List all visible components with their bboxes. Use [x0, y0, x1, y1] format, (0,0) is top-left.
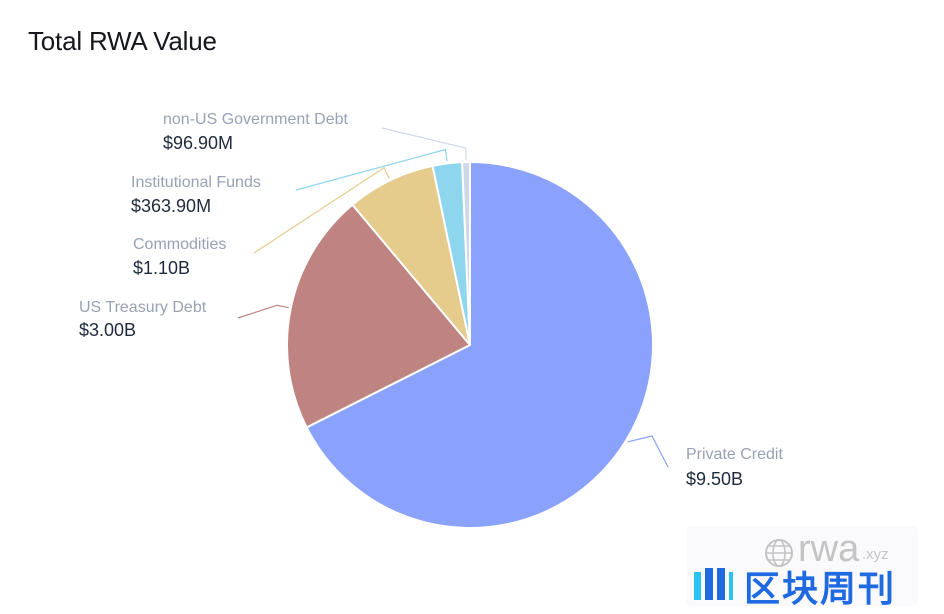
- label-name: Private Credit: [686, 446, 783, 463]
- label-name: non-US Government Debt: [163, 111, 349, 128]
- logo-icon: [694, 568, 733, 600]
- leader-line: [627, 435, 669, 468]
- globe-icon: [765, 539, 793, 567]
- chart-title: Total RWA Value: [28, 26, 217, 56]
- label-name: Commodities: [133, 236, 226, 253]
- label-value: $96.90M: [163, 133, 233, 153]
- watermark: rwa .xyz 区块周刊: [686, 526, 918, 610]
- label-value: $1.10B: [133, 258, 190, 278]
- slice-labels: Private Credit $9.50B US Treasury Debt $…: [79, 111, 783, 489]
- leader-line: [253, 166, 390, 254]
- pie-slices: [286, 161, 654, 529]
- label-value: $3.00B: [79, 320, 136, 340]
- leader-lines: [237, 127, 669, 468]
- label-value: $9.50B: [686, 469, 743, 489]
- label-name: Institutional Funds: [131, 174, 261, 191]
- watermark-brand: rwa: [798, 528, 860, 570]
- label-value: $363.90M: [131, 196, 211, 216]
- pie-slice-private-credit[interactable]: [305, 161, 654, 529]
- leader-line: [295, 148, 448, 191]
- pie-slice-non-us-government-debt[interactable]: [461, 161, 471, 346]
- watermark-chinese: 区块周刊: [744, 569, 897, 610]
- leader-line: [381, 127, 467, 161]
- label-name: US Treasury Debt: [79, 299, 207, 316]
- pie-slice-us-treasury-debt[interactable]: [286, 203, 471, 429]
- leader-line: [237, 304, 289, 319]
- watermark-domain: .xyz: [862, 546, 889, 563]
